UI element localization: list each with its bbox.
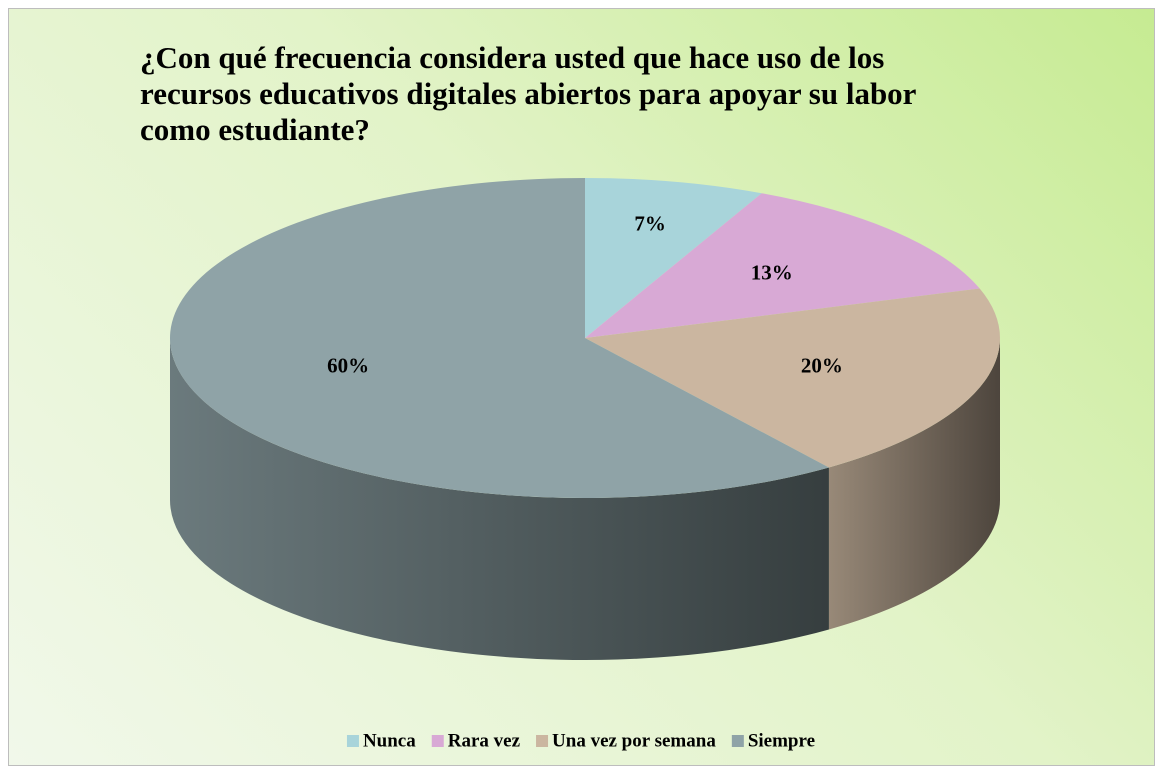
- legend-swatch: [346, 735, 359, 747]
- slice: [585, 178, 762, 338]
- slice-side: [828, 338, 1000, 630]
- slice: [170, 178, 829, 498]
- legend-swatch: [536, 735, 549, 747]
- legend-label: Nunca: [363, 730, 416, 751]
- slice: [585, 288, 1001, 468]
- slice: [585, 193, 980, 338]
- data-label: 13%: [751, 260, 793, 284]
- data-label: 20%: [801, 353, 843, 377]
- legend-label: Una vez por semana: [552, 730, 716, 751]
- legend-label: Siempre: [748, 730, 815, 751]
- data-label: 7%: [634, 211, 666, 235]
- slice-side: [170, 338, 829, 660]
- legend-swatch: [431, 735, 444, 747]
- data-label: 60%: [327, 353, 369, 377]
- legend-swatch: [731, 735, 744, 747]
- chart-title: ¿Con qué frecuencia considera usted que …: [140, 40, 916, 147]
- legend-label: Rara vez: [448, 730, 521, 751]
